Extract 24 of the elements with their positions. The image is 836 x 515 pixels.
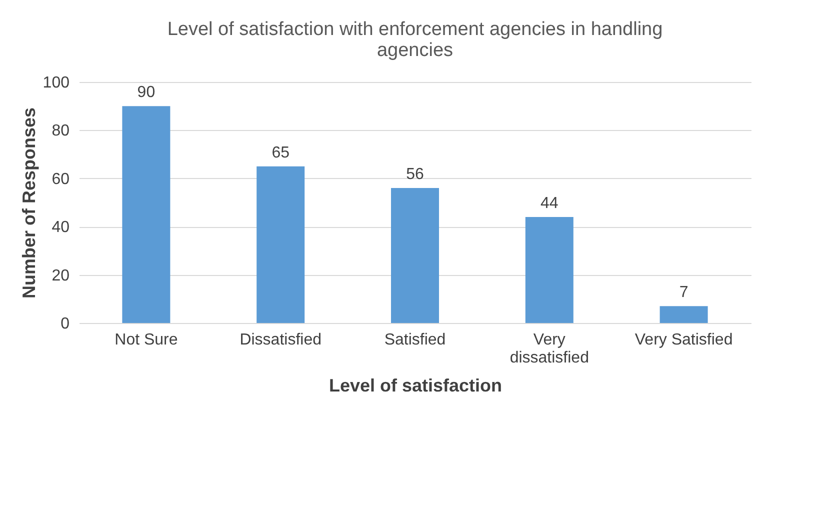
bar: [122, 106, 170, 323]
x-tick-label: Very dissatisfied: [510, 332, 589, 366]
bar: [525, 216, 574, 323]
x-tick-label: Satisfied: [384, 332, 446, 348]
data-label: 56: [406, 166, 424, 184]
x-tick-label: Dissatisfied: [240, 332, 322, 348]
y-tick-label: 100: [42, 74, 70, 92]
y-tick-label: 60: [52, 170, 70, 188]
y-tick-label: 80: [52, 122, 70, 140]
x-tick-label: Not Sure: [114, 332, 178, 348]
y-axis-title: Number of Responses: [18, 107, 39, 299]
x-axis-title: Level of satisfaction: [328, 376, 502, 396]
data-label: 44: [540, 194, 558, 212]
bar: [391, 188, 439, 323]
bar: [660, 306, 708, 323]
x-tick-label: Very Satisfied: [634, 332, 733, 348]
chart-title: Level of satisfaction with enforcement agencies in handling agencies: [167, 19, 663, 61]
bar: [256, 166, 305, 323]
y-tick-label: 0: [60, 316, 70, 332]
data-label: 90: [137, 84, 156, 102]
y-tick-label: 40: [52, 219, 70, 236]
y-tick-label: 20: [52, 267, 70, 284]
data-label: 7: [679, 284, 688, 302]
data-label: 65: [272, 144, 290, 162]
